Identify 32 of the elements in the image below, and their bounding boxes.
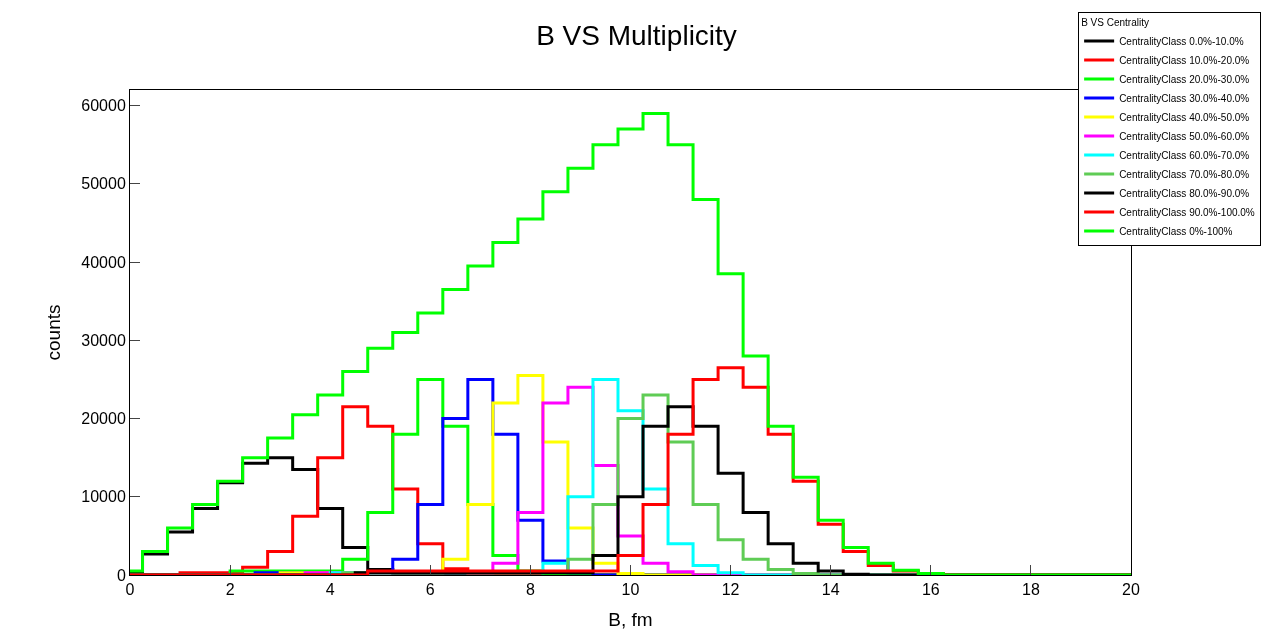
legend-label: CentralityClass 90.0%-100.0% — [1119, 206, 1255, 218]
y-axis-title: counts — [43, 304, 65, 361]
x-tick-label: 14 — [821, 581, 840, 599]
legend-label: CentralityClass 70.0%-80.0% — [1119, 168, 1250, 180]
legend-label: CentralityClass 10.0%-20.0% — [1119, 54, 1250, 66]
legend-label: CentralityClass 20.0%-30.0% — [1119, 73, 1250, 85]
y-tick-label: 50000 — [81, 175, 126, 193]
y-tick-label: 0 — [116, 566, 126, 584]
x-tick-label: 10 — [621, 581, 640, 599]
legend-label: CentralityClass 0%-100% — [1119, 225, 1233, 237]
x-tick-label: 16 — [921, 581, 940, 599]
legend-label: CentralityClass 50.0%-60.0% — [1119, 130, 1250, 142]
legend-label: CentralityClass 30.0%-40.0% — [1119, 92, 1250, 104]
x-tick-label: 2 — [225, 581, 235, 599]
x-tick-label: 6 — [425, 581, 435, 599]
x-tick-label: 12 — [721, 581, 740, 599]
y-tick-label: 60000 — [81, 97, 126, 115]
x-axis-title: B, fm — [608, 609, 653, 630]
y-tick-label: 20000 — [81, 410, 126, 428]
x-tick-label: 4 — [325, 581, 335, 599]
x-tick-label: 20 — [1122, 581, 1140, 599]
y-tick-label: 30000 — [81, 331, 126, 349]
x-tick-label: 18 — [1022, 581, 1040, 599]
legend-label: CentralityClass 80.0%-90.0% — [1119, 187, 1250, 199]
y-tick-label: 10000 — [81, 488, 126, 506]
x-tick-label: 8 — [525, 581, 535, 599]
legend-label: CentralityClass 40.0%-50.0% — [1119, 111, 1250, 123]
legend-label: CentralityClass 60.0%-70.0% — [1119, 149, 1250, 161]
legend-title: B VS Centrality — [1081, 17, 1149, 29]
legend-label: CentralityClass 0.0%-10.0% — [1119, 35, 1244, 47]
chart-title: B VS Multiplicity — [536, 20, 737, 52]
y-tick-label: 40000 — [81, 253, 126, 271]
